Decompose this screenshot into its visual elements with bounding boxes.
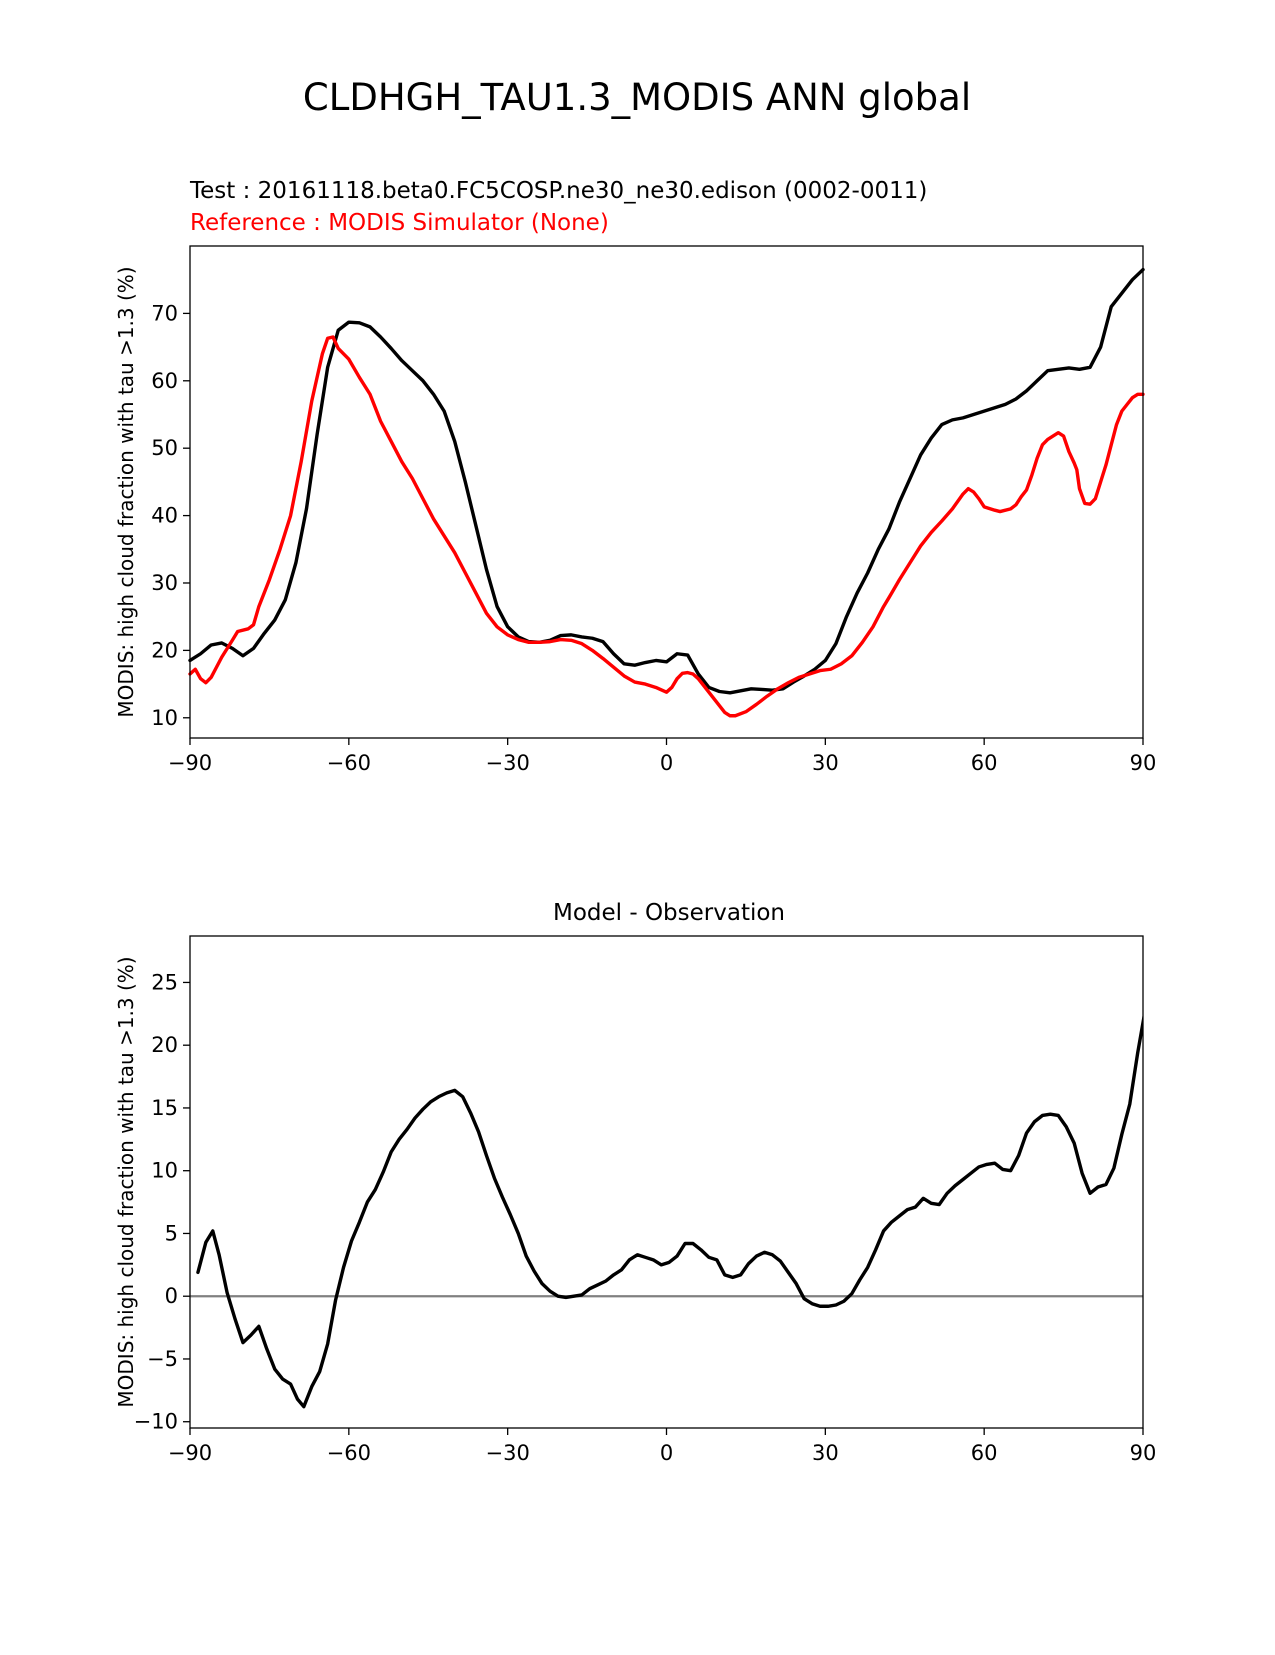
test-label: Test : 20161118.beta0.FC5COSP.ne30_ne30.… [189, 178, 927, 204]
x-tick-label: −90 [168, 1441, 212, 1465]
y-tick-label: 5 [165, 1221, 178, 1245]
y-tick-label: 20 [151, 638, 178, 662]
bottom-chart-title: Model - Observation [553, 900, 785, 926]
x-tick-label: 30 [812, 1441, 839, 1465]
y-tick-label: 50 [151, 436, 178, 460]
y-tick-label: 10 [151, 706, 178, 730]
y-tick-label: −5 [147, 1347, 178, 1371]
plot-area [196, 1012, 1143, 1409]
series-line-0 [196, 1012, 1143, 1409]
plot-area [188, 267, 1145, 718]
bottom-chart: −90 −60 −30 0 30 60 90 −10 −5 0 5 10 15 20 25 [134, 935, 1157, 1465]
x-tick-label: −30 [486, 751, 530, 775]
x-tick-label: −60 [327, 1441, 371, 1465]
axes-frame [189, 245, 1144, 739]
reference-label: Reference : MODIS Simulator (None) [190, 210, 609, 236]
y-tick-label: 60 [151, 369, 178, 393]
x-tick-label: 90 [1130, 751, 1157, 775]
x-tick-label: −30 [486, 1441, 530, 1465]
x-tick-label: 90 [1130, 1441, 1157, 1465]
x-tick-label: −60 [327, 751, 371, 775]
series-line-0 [188, 267, 1145, 695]
series-line-1 [188, 335, 1145, 718]
x-tick-label: 60 [971, 751, 998, 775]
y-tick-label: 70 [151, 301, 178, 325]
x-tick-label: −90 [168, 751, 212, 775]
x-tick-label: 30 [812, 751, 839, 775]
y-tick-label: 20 [151, 1033, 178, 1057]
x-tick-label: 60 [971, 1441, 998, 1465]
axes-frame [189, 935, 1144, 1429]
bottom-chart-y-axis-label: MODIS: high cloud fraction with tau >1.3… [114, 956, 138, 1407]
page-title: CLDHGH_TAU1.3_MODIS ANN global [303, 76, 971, 119]
top-chart-y-axis-label: MODIS: high cloud fraction with tau >1.3… [114, 266, 138, 717]
x-tick-label: 0 [660, 751, 673, 775]
y-tick-label: −10 [134, 1410, 178, 1434]
y-tick-label: 15 [151, 1096, 178, 1120]
top-chart: −90 −60 −30 0 30 60 90 10 20 30 40 50 60 70 [151, 245, 1157, 775]
y-tick-label: 40 [151, 504, 178, 528]
y-tick-label: 0 [165, 1284, 178, 1308]
y-tick-label: 25 [151, 970, 178, 994]
y-tick-label: 30 [151, 571, 178, 595]
y-tick-label: 10 [151, 1159, 178, 1183]
x-tick-label: 0 [660, 1441, 673, 1465]
